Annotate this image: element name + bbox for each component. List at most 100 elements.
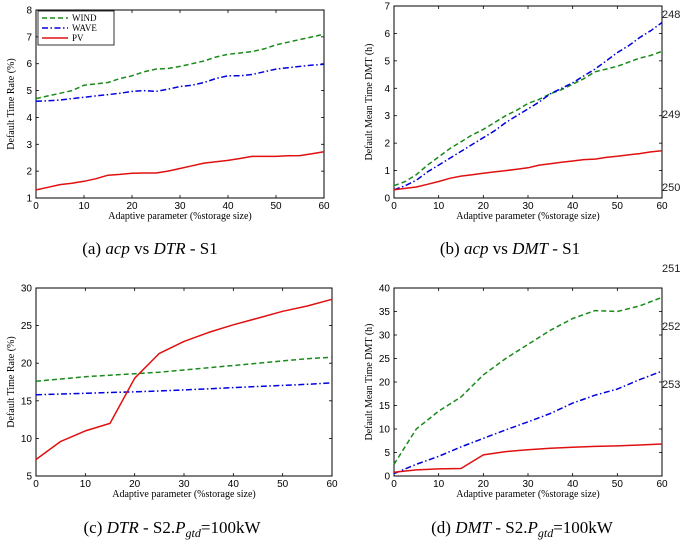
- side-number: 249: [662, 109, 680, 121]
- side-number: 252: [662, 321, 680, 333]
- x-tick-label-c: 10: [80, 479, 92, 490]
- y-tick-label-c: 10: [21, 434, 33, 445]
- y-tick-label-a: 2: [26, 167, 32, 178]
- x-tick-label-a: 10: [78, 201, 90, 212]
- x-tick-label-d: 30: [522, 479, 534, 490]
- x-tick-label-b: 20: [478, 201, 490, 212]
- x-axis-title-c: Adaptive parameter (%storage size): [112, 489, 256, 500]
- series-line-wind-d: [393, 296, 663, 465]
- series-line-wind-a: [35, 33, 325, 100]
- caption-a: (a) acp vs DTR - S1: [82, 239, 218, 258]
- x-tick-label-a: 30: [174, 201, 186, 212]
- y-tick-label-d: 15: [379, 401, 391, 412]
- y-tick-label-a: 5: [26, 86, 32, 97]
- y-tick-label-b: 6: [384, 29, 390, 40]
- y-tick-label-a: 6: [26, 59, 32, 70]
- caption-d: (d) DMT - S2.Pgtd=100kW: [431, 518, 614, 540]
- series-line-wave-d: [393, 370, 663, 475]
- x-tick-label-c: 0: [33, 479, 39, 490]
- x-tick-label-c: 50: [277, 479, 289, 490]
- x-tick-label-c: 20: [129, 479, 141, 490]
- chart-b: 0 10 20 30 40 50 60 0 1 2 3 4 5 6 7 Adaptive parameter …: [364, 2, 668, 259]
- y-tick-label-d: 0: [384, 472, 390, 483]
- x-tick-label-a: 40: [222, 201, 234, 212]
- y-tick-label-b: 4: [384, 84, 390, 95]
- legend-label-pv: PV: [72, 33, 84, 43]
- x-tick-label-d: 60: [656, 479, 668, 490]
- y-axis-title-c: Default Time Rate (%): [6, 336, 17, 427]
- y-tick-label-c: 25: [21, 321, 33, 332]
- chart-a: 0 10 20 30 40 50 60 1 2 3 4 5 6 7 8 Adaptive parameter …: [6, 6, 330, 259]
- x-axis-title-a: Adaptive parameter (%storage size): [108, 211, 252, 222]
- x-tick-label-b: 10: [433, 201, 445, 212]
- x-tick-label-b: 50: [612, 201, 624, 212]
- y-tick-label-a: 4: [26, 113, 32, 124]
- legend-label-wind: WIND: [72, 13, 97, 23]
- y-tick-label-a: 8: [26, 6, 32, 17]
- side-number: 248: [662, 9, 680, 21]
- y-tick-label-d: 5: [384, 448, 390, 459]
- series-line-pv-a: [35, 151, 325, 191]
- side-number: 250: [662, 182, 680, 194]
- y-tick-label-d: 40: [379, 284, 391, 295]
- x-tick-label-d: 20: [478, 479, 490, 490]
- series-line-wind-c: [35, 356, 333, 382]
- y-tick-label-b: 2: [384, 139, 390, 150]
- x-tick-label-a: 0: [33, 201, 39, 212]
- y-tick-label-d: 25: [379, 354, 391, 365]
- y-tick-label-b: 5: [384, 56, 390, 67]
- y-tick-label-c: 15: [21, 396, 33, 407]
- y-tick-label-a: 1: [26, 194, 32, 205]
- y-tick-label-c: 30: [21, 284, 33, 295]
- x-tick-label-b: 60: [656, 201, 668, 212]
- x-tick-label-a: 20: [126, 201, 138, 212]
- plot-area-c: [35, 287, 333, 477]
- y-tick-label-d: 35: [379, 307, 391, 318]
- x-tick-label-d: 10: [433, 479, 445, 490]
- series-line-wave-a: [35, 63, 325, 103]
- x-axis-title-b: Adaptive parameter (%storage size): [456, 211, 600, 222]
- series-line-wave-c: [35, 382, 333, 396]
- y-tick-label-a: 3: [26, 140, 32, 151]
- y-tick-label-c: 5: [26, 472, 32, 483]
- x-tick-label-d: 50: [612, 479, 624, 490]
- x-tick-label-b: 30: [522, 201, 534, 212]
- x-tick-label-a: 50: [270, 201, 282, 212]
- y-axis-title-a: Default Time Rate (%): [6, 58, 17, 149]
- x-tick-label-c: 30: [178, 479, 190, 490]
- y-tick-label-d: 30: [379, 331, 391, 342]
- y-tick-label-b: 1: [384, 166, 390, 177]
- y-tick-label-b: 7: [384, 2, 390, 13]
- plot-area-b: [393, 5, 663, 199]
- caption-c: (c) DTR - S2.Pgtd=100kW: [84, 518, 262, 540]
- series-line-pv-c: [35, 298, 333, 461]
- series-line-wave-b: [393, 21, 663, 191]
- x-tick-label-d: 0: [391, 479, 397, 490]
- side-number: 253: [662, 379, 680, 391]
- series-line-wind-b: [393, 50, 663, 187]
- y-tick-label-d: 10: [379, 425, 391, 436]
- y-axis-title-d: Default Mean Time DMT (h): [364, 323, 375, 440]
- caption-b: (b) acp vs DMT - S1: [440, 239, 580, 258]
- y-tick-label-d: 20: [379, 378, 391, 389]
- y-tick-label-b: 0: [384, 194, 390, 205]
- x-tick-label-a: 60: [318, 201, 330, 212]
- plot-area-d: [393, 287, 663, 477]
- series-line-pv-b: [393, 150, 663, 191]
- y-axis-title-b: Default Mean Time DMT (h): [364, 43, 375, 160]
- side-number: 251: [662, 263, 680, 275]
- x-tick-label-c: 40: [228, 479, 240, 490]
- y-tick-label-a: 7: [26, 32, 32, 43]
- x-tick-label-c: 60: [326, 479, 338, 490]
- x-axis-title-d: Adaptive parameter (%storage size): [456, 489, 600, 500]
- y-tick-label-b: 3: [384, 111, 390, 122]
- legend-label-wave: WAVE: [72, 23, 97, 33]
- y-tick-label-c: 20: [21, 359, 33, 370]
- x-tick-label-d: 40: [567, 479, 579, 490]
- x-tick-label-b: 40: [567, 201, 579, 212]
- x-tick-label-b: 0: [391, 201, 397, 212]
